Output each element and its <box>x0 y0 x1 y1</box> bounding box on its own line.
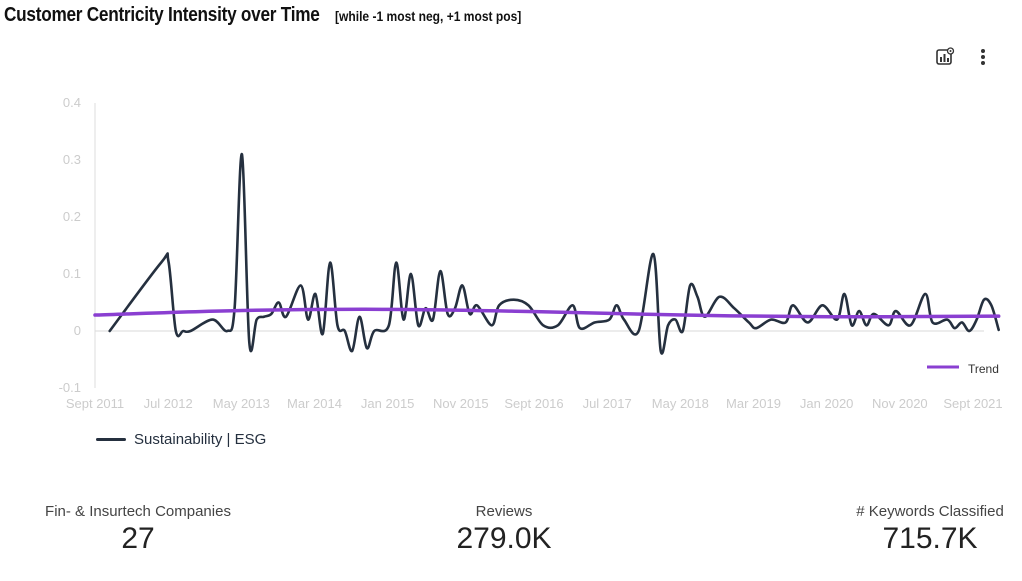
y-tick-label: 0.3 <box>63 152 81 167</box>
line-chart: 0.4 0.3 0.2 0.1 0 -0.1 Sept 2011 Jul 2012 May 2… <box>59 95 1003 411</box>
x-tick-label: Nov 2020 <box>872 396 928 411</box>
x-tick-label: May 2018 <box>652 396 709 411</box>
kpi-reviews-value: 279.0K <box>456 522 552 555</box>
chart-title-bar: Customer Centricity Intensity over Time … <box>4 4 552 27</box>
y-axis: 0.4 0.3 0.2 0.1 0 -0.1 <box>59 95 984 395</box>
x-tick-label: Jul 2017 <box>583 396 632 411</box>
y-tick-label: 0.4 <box>63 95 81 110</box>
kpi-keywords-label: # Keywords Classified <box>856 503 1004 520</box>
kpi-reviews: Reviews 279.0K <box>434 503 574 556</box>
x-tick-label: Nov 2015 <box>433 396 489 411</box>
kpi-keywords: # Keywords Classified 715.7K <box>850 503 1010 556</box>
x-tick-label: Mar 2014 <box>287 396 342 411</box>
kpi-companies: Fin- & Insurtech Companies 27 <box>40 503 236 556</box>
y-tick-label: -0.1 <box>59 380 81 395</box>
series-legend[interactable]: Sustainability | ESG <box>96 431 266 448</box>
chart-toolbar <box>934 46 994 68</box>
kpi-companies-label: Fin- & Insurtech Companies <box>45 503 231 520</box>
x-tick-label: May 2013 <box>213 396 270 411</box>
x-tick-label: Jul 2012 <box>144 396 193 411</box>
x-tick-label: Mar 2019 <box>726 396 781 411</box>
x-tick-label: Sept 2021 <box>943 396 1002 411</box>
series-layer <box>93 152 1001 355</box>
kpi-keywords-value: 715.7K <box>882 522 978 555</box>
chart-subtitle: [while -1 most neg, +1 most pos] <box>335 8 522 24</box>
series-legend-swatch <box>96 438 126 441</box>
kpi-reviews-label: Reviews <box>475 503 533 520</box>
y-tick-label: 0.2 <box>63 209 81 224</box>
trend-legend-label: Trend <box>968 362 999 376</box>
chart-title: Customer Centricity Intensity over Time <box>4 4 320 26</box>
x-tick-label: Jan 2015 <box>361 396 415 411</box>
chart-settings-icon[interactable] <box>934 46 956 68</box>
x-tick-label: Sept 2016 <box>504 396 563 411</box>
x-axis: Sept 2011 Jul 2012 May 2013 Mar 2014 Jan 201… <box>66 396 1003 411</box>
chart-legend: Trend <box>927 362 999 376</box>
series-line-sustainability-esg <box>108 152 1000 355</box>
y-tick-label: 0 <box>74 323 81 338</box>
y-tick-label: 0.1 <box>63 266 81 281</box>
series-legend-label: Sustainability | ESG <box>134 431 267 448</box>
x-tick-label: Sept 2011 <box>66 396 124 411</box>
kpi-companies-value: 27 <box>121 522 155 555</box>
more-vertical-icon[interactable] <box>972 46 994 68</box>
trend-line <box>93 307 1001 319</box>
x-tick-label: Jan 2020 <box>800 396 854 411</box>
